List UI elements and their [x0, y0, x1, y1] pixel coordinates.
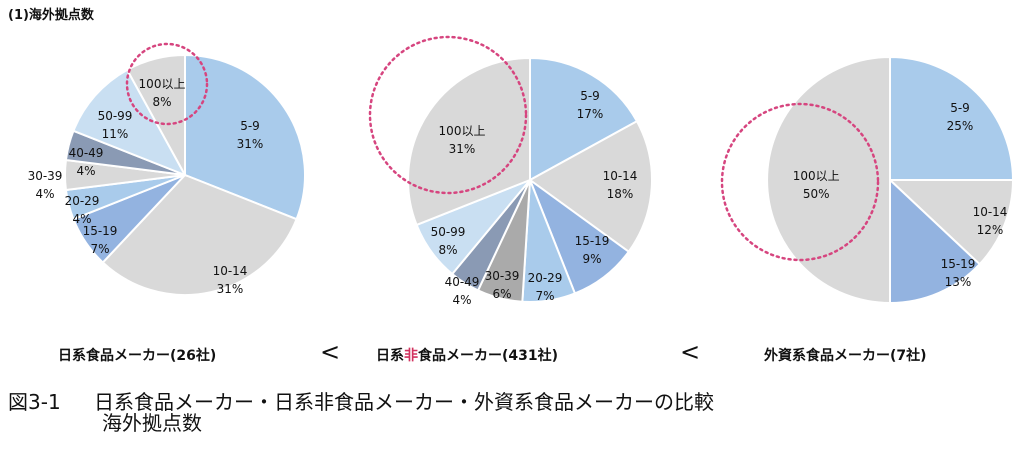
- slice-percent: 12%: [977, 223, 1004, 237]
- highlight-circle: [125, 42, 209, 126]
- slice-labels: 5-9 25% 10-14 12% 15-19 13% 100以上 50%: [793, 101, 1008, 289]
- caption-text: 日系食品メーカー・日系非食品メーカー・外資系食品メーカーの比較: [94, 390, 714, 414]
- slice-label: 20-29: [528, 271, 563, 285]
- slice-percent: 7%: [535, 289, 554, 303]
- pie-slice-15-19: [889, 177, 982, 305]
- slice-label: 15-19: [83, 224, 118, 238]
- pie-slice-100-plus: [407, 56, 531, 227]
- slice-percent: 31%: [217, 282, 244, 296]
- slice-percent: 7%: [90, 242, 109, 256]
- highlight-circle: [368, 35, 528, 195]
- pie-slice-5-9: [529, 56, 639, 182]
- slice-label: 30-39: [28, 169, 63, 183]
- slice-label: 10-14: [213, 264, 248, 278]
- pie-chart-japanese-food: 5-9 31% 10-14 31% 15-19 7% 20-29 4% 30-39 4% 40-49…: [28, 42, 306, 296]
- slice-percent: 11%: [102, 127, 129, 141]
- slice-label: 100以上: [793, 169, 840, 183]
- pie-title-part: 食品メーカー(431社): [418, 348, 559, 364]
- pie-chart-japanese-nonfood: 5-9 17% 10-14 18% 15-19 9% 20-29 7% 30-39 6% 40-49…: [368, 35, 653, 307]
- caption-line1: 図3-1 日系食品メーカー・日系非食品メーカー・外資系食品メーカーの比較: [8, 392, 714, 413]
- slice-percent: 4%: [35, 187, 54, 201]
- pie-slice-100-plus: [766, 55, 891, 305]
- pie-slice-100-plus: [125, 53, 186, 176]
- slice-label: 40-49: [445, 275, 480, 289]
- slice-label: 15-19: [941, 257, 976, 271]
- slice-percent: 31%: [237, 137, 264, 151]
- slice-percent: 25%: [947, 119, 974, 133]
- pie-title-text: 外資系食品メーカー(7社): [764, 348, 927, 364]
- pie-title-japanese-nonfood: 日系非食品メーカー(431社): [376, 345, 558, 365]
- less-than-symbol: <: [320, 338, 341, 366]
- pie-title-part: 日系: [376, 348, 404, 364]
- slice-label: 100以上: [139, 77, 186, 91]
- figure-caption: 図3-1 日系食品メーカー・日系非食品メーカー・外資系食品メーカーの比較 海外拠点…: [8, 392, 714, 434]
- slice-label: 15-19: [575, 234, 610, 248]
- less-than-symbol: <: [680, 338, 701, 366]
- slice-percent: 18%: [607, 187, 634, 201]
- slice-label: 20-29: [65, 194, 100, 208]
- highlight-circle: [720, 102, 880, 262]
- pie-slice-50-99: [72, 68, 188, 177]
- pie-charts: 5-9 31% 10-14 31% 15-19 7% 20-29 4% 30-39 4% 40-49…: [28, 35, 1015, 307]
- slice-percent: 4%: [76, 164, 95, 178]
- slice-percent: 8%: [438, 243, 457, 257]
- pie-slice-5-9: [184, 53, 306, 221]
- pie-slice-10-14: [528, 119, 653, 254]
- figure-number: 図3-1: [8, 390, 61, 414]
- pie-title-text: 日系食品メーカー(26社): [58, 348, 217, 364]
- pie-slice-10-14: [887, 179, 1015, 266]
- slice-percent: 50%: [803, 187, 830, 201]
- slice-percent: 4%: [72, 212, 91, 226]
- slice-label: 10-14: [973, 205, 1008, 219]
- pie-title-foreign-food: 外資系食品メーカー(7社): [764, 345, 927, 365]
- slice-percent: 8%: [152, 95, 171, 109]
- slice-label: 5-9: [950, 101, 970, 115]
- section-title: (1)海外拠点数: [8, 8, 94, 23]
- slice-percent: 4%: [452, 293, 471, 307]
- pie-title-japanese-food: 日系食品メーカー(26社): [58, 345, 216, 365]
- slice-labels: 5-9 31% 10-14 31% 15-19 7% 20-29 4% 30-39 4% 40-49…: [28, 77, 264, 296]
- slice-label: 5-9: [240, 119, 260, 133]
- slice-label: 50-99: [431, 225, 466, 239]
- pie-slice-10-14: [101, 173, 298, 296]
- slice-percent: 9%: [582, 252, 601, 266]
- slice-label: 5-9: [580, 89, 600, 103]
- slice-label: 100以上: [439, 124, 486, 138]
- pie-title-emphasis: 非: [404, 348, 418, 364]
- pie-chart-foreign-food: 5-9 25% 10-14 12% 15-19 13% 100以上 50%: [720, 55, 1015, 305]
- slice-label: 30-39: [485, 269, 520, 283]
- slice-percent: 6%: [492, 287, 511, 301]
- slice-percent: 31%: [449, 142, 476, 156]
- pie-slice-5-9: [889, 55, 1015, 181]
- slice-label: 10-14: [603, 169, 638, 183]
- caption-line2: 海外拠点数: [102, 411, 202, 435]
- slice-label: 50-99: [98, 109, 133, 123]
- slice-percent: 13%: [945, 275, 972, 289]
- slice-labels: 5-9 17% 10-14 18% 15-19 9% 20-29 7% 30-39 6% 40-49…: [431, 89, 638, 307]
- slice-label: 40-49: [69, 146, 104, 160]
- slice-percent: 17%: [577, 107, 604, 121]
